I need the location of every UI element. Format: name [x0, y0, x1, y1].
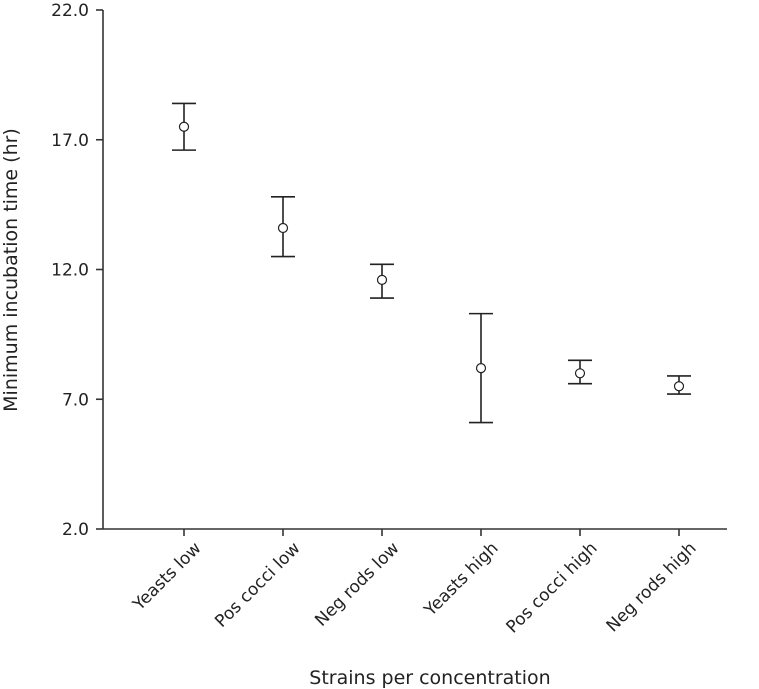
y-tick-label: 2.0	[62, 520, 89, 540]
x-tick-label: Neg rods low	[311, 538, 403, 630]
data-point	[574, 368, 586, 379]
x-tick-label: Pos cocci low	[211, 538, 304, 631]
data-marks	[172, 102, 691, 424]
data-point	[277, 222, 289, 234]
data-point	[475, 363, 487, 374]
x-axis-title: Strains per concentration	[309, 667, 550, 689]
axes	[102, 10, 727, 530]
x-ticks: Yeasts low Pos cocci low Neg rods low Yeast…	[129, 529, 701, 637]
data-point	[673, 381, 685, 392]
y-tick-label: 12.0	[51, 261, 89, 281]
x-tick-label: Yeasts low	[129, 538, 206, 615]
y-tick-label: 17.0	[51, 131, 89, 151]
data-point	[178, 121, 190, 132]
y-tick-label: 22.0	[51, 1, 89, 21]
y-tick-label: 7.0	[62, 390, 89, 410]
x-tick-label: Neg rods high	[603, 538, 701, 636]
y-ticks: 2.0 7.0 12.0 17.0 22.0	[51, 1, 103, 540]
x-tick-label: Pos cocci high	[503, 538, 602, 637]
x-tick-label: Yeasts high	[420, 538, 503, 621]
data-point	[376, 274, 388, 285]
y-axis-title: Minimum incubation time (hr)	[0, 128, 22, 412]
